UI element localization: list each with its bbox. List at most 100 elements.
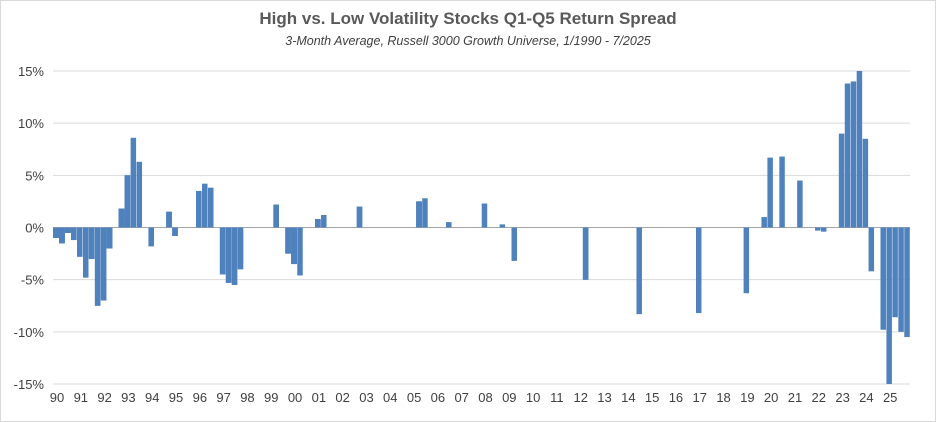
bar [202, 183, 208, 228]
bar [88, 227, 95, 259]
y-tick-label: 15% [18, 64, 44, 79]
x-tick-label: 05 [407, 390, 421, 405]
x-tick-label: 12 [573, 390, 587, 405]
bar [767, 157, 773, 228]
bar [499, 224, 506, 228]
bar [582, 227, 589, 280]
x-tick-label: 08 [478, 390, 492, 405]
x-tick-label: 18 [716, 390, 730, 405]
bar [321, 214, 327, 228]
x-tick-label: 07 [454, 390, 468, 405]
x-tick-label: 92 [97, 390, 111, 405]
bar [297, 227, 303, 276]
bar [285, 227, 291, 254]
bar [779, 156, 785, 228]
bar [850, 81, 857, 228]
x-tick-label: 25 [883, 390, 897, 405]
x-tick-label: 09 [502, 390, 516, 405]
x-tick-label: 23 [835, 390, 849, 405]
x-tick-label: 24 [859, 390, 873, 405]
x-tick-label: 98 [240, 390, 254, 405]
bar [77, 227, 83, 257]
bar [820, 227, 827, 232]
x-tick-label: 13 [597, 390, 611, 405]
y-tick-label: 10% [18, 116, 44, 131]
x-tick-label: 11 [550, 390, 564, 405]
bar [148, 227, 154, 247]
bar [83, 227, 89, 278]
bar [695, 227, 702, 314]
bar [511, 227, 517, 261]
bar [94, 227, 101, 306]
y-tick-label: -10% [14, 325, 45, 340]
x-tick-label: 22 [812, 390, 826, 405]
bar [892, 227, 898, 318]
bar [166, 211, 172, 228]
y-tick-label: -15% [14, 377, 45, 392]
bar [880, 227, 886, 330]
bar [207, 187, 214, 228]
x-tick-label: 17 [693, 390, 707, 405]
x-tick-label: 01 [312, 390, 326, 405]
bar [53, 227, 59, 238]
x-tick-label: 00 [288, 390, 302, 405]
x-tick-label: 91 [74, 390, 88, 405]
bar [838, 133, 845, 228]
x-tick-label: 20 [764, 390, 778, 405]
x-tick-label: 16 [669, 390, 683, 405]
bar [636, 227, 642, 315]
bar [856, 71, 863, 228]
x-tick-label: 94 [145, 390, 159, 405]
chart-title: High vs. Low Volatility Stocks Q1-Q5 Ret… [259, 9, 677, 28]
x-tick-label: 90 [50, 390, 64, 405]
y-tick-label: 0% [25, 221, 44, 236]
bar [219, 227, 226, 275]
bar [904, 227, 910, 338]
y-tick-label: -5% [21, 273, 45, 288]
x-tick-label: 02 [335, 390, 349, 405]
bar [481, 203, 488, 228]
bar [815, 227, 821, 231]
y-tick-label: 5% [25, 168, 44, 183]
x-tick-label: 96 [193, 390, 207, 405]
bar [65, 227, 71, 233]
bar [315, 219, 321, 228]
x-tick-label: 93 [121, 390, 135, 405]
x-tick-label: 99 [264, 390, 278, 405]
bar [898, 227, 904, 332]
bar [273, 204, 279, 228]
bar [124, 175, 131, 228]
bar [422, 198, 428, 228]
bar [356, 206, 363, 228]
x-tick-label: 04 [383, 390, 397, 405]
bar [136, 161, 143, 228]
chart-subtitle: 3-Month Average, Russell 3000 Growth Uni… [285, 34, 651, 48]
bar [761, 217, 767, 228]
x-tick-label: 15 [645, 390, 659, 405]
x-tick-label: 95 [169, 390, 183, 405]
bar [225, 227, 232, 283]
x-tick-label: 21 [788, 390, 802, 405]
x-tick-label: 19 [740, 390, 754, 405]
bar [130, 137, 137, 228]
bar [71, 227, 77, 241]
bar [106, 227, 113, 249]
x-tick-label: 06 [431, 390, 445, 405]
bar [416, 201, 422, 228]
bar [118, 208, 125, 228]
bar [100, 227, 107, 301]
bar [844, 83, 851, 228]
bar [862, 138, 869, 228]
bar [868, 227, 875, 272]
bar [172, 227, 178, 236]
bar [886, 227, 892, 384]
x-tick-label: 97 [216, 390, 230, 405]
bar [797, 180, 803, 228]
bar [291, 227, 297, 265]
x-tick-label: 03 [359, 390, 373, 405]
bar [231, 227, 238, 285]
bar [196, 190, 202, 228]
x-tick-label: 14 [621, 390, 635, 405]
bar [59, 227, 65, 244]
